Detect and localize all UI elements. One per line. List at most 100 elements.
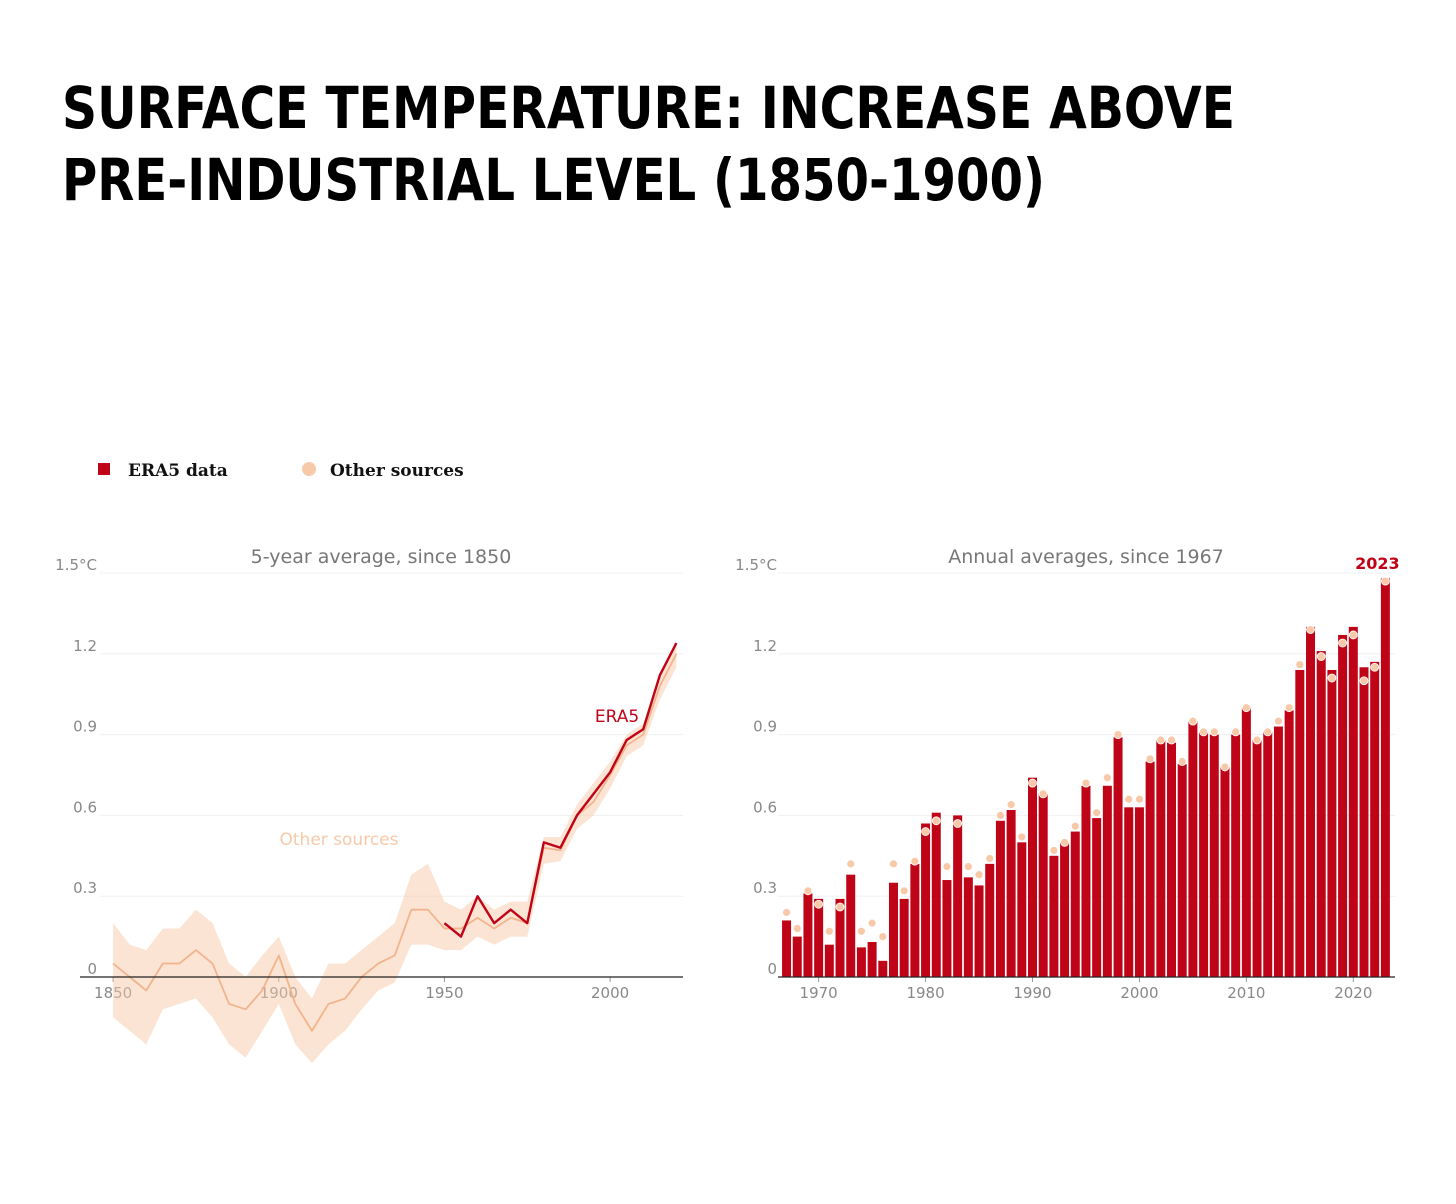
title-line: SURFACE TEMPERATURE: INCREASE ABOVE bbox=[62, 74, 1235, 142]
bar bbox=[931, 812, 941, 977]
bar bbox=[1177, 764, 1187, 977]
bar bbox=[1348, 626, 1358, 977]
bar bbox=[1167, 742, 1177, 977]
bar bbox=[1092, 818, 1102, 977]
y-tick-label: 1.5°C bbox=[735, 556, 777, 574]
range-band bbox=[113, 643, 677, 1064]
y-tick-label: 0.6 bbox=[753, 798, 777, 816]
dot bbox=[1060, 837, 1069, 847]
legend-swatch bbox=[98, 463, 110, 475]
bar bbox=[1113, 737, 1123, 977]
bar bbox=[1070, 831, 1080, 977]
dot bbox=[1102, 773, 1112, 783]
dot bbox=[1274, 716, 1283, 726]
dot bbox=[899, 886, 909, 896]
bar bbox=[963, 877, 973, 977]
dot bbox=[1038, 789, 1048, 799]
dot bbox=[1338, 638, 1348, 648]
bar bbox=[1124, 807, 1134, 977]
bar bbox=[814, 898, 824, 977]
bar bbox=[1006, 810, 1016, 977]
dot bbox=[1370, 662, 1380, 672]
dot bbox=[985, 854, 995, 863]
y-tick-label: 0.6 bbox=[73, 798, 97, 816]
bar bbox=[1060, 842, 1070, 977]
bar bbox=[1134, 807, 1144, 977]
bar bbox=[1295, 669, 1305, 977]
bar bbox=[846, 874, 856, 977]
y-tick-label: 1.2 bbox=[753, 637, 777, 655]
dot bbox=[1380, 576, 1390, 586]
bar bbox=[1306, 626, 1316, 977]
dot bbox=[1145, 754, 1155, 764]
bar bbox=[856, 947, 866, 977]
y-tick-label: 0.3 bbox=[73, 879, 97, 897]
bar bbox=[1081, 785, 1091, 977]
y-tick-label: 0 bbox=[87, 960, 97, 978]
dot bbox=[963, 862, 973, 871]
dot bbox=[953, 819, 963, 828]
y-tick-label: 0.9 bbox=[753, 718, 777, 736]
dot bbox=[1092, 808, 1102, 818]
title-line: PRE-INDUSTRIAL LEVEL (1850-1900) bbox=[62, 146, 1045, 214]
bar bbox=[953, 815, 963, 977]
bar bbox=[824, 944, 834, 977]
dot bbox=[996, 811, 1005, 820]
series-line bbox=[443, 642, 678, 938]
dot bbox=[1241, 703, 1251, 713]
bar bbox=[995, 820, 1005, 977]
dot bbox=[867, 918, 877, 928]
dot bbox=[1156, 735, 1166, 745]
bar bbox=[1273, 726, 1283, 977]
bar bbox=[942, 880, 952, 977]
dot bbox=[1167, 735, 1176, 745]
bar bbox=[899, 898, 909, 977]
bar bbox=[1263, 731, 1273, 977]
dot bbox=[942, 862, 952, 871]
dot bbox=[1177, 757, 1187, 766]
dot bbox=[782, 907, 791, 917]
series-label: ERA5 bbox=[595, 707, 639, 727]
dot bbox=[1006, 800, 1016, 810]
dot bbox=[1070, 821, 1080, 831]
dot bbox=[1359, 676, 1369, 686]
bar bbox=[1188, 721, 1198, 977]
x-tick-label: 2000 bbox=[1120, 984, 1158, 1002]
dot bbox=[1028, 778, 1037, 788]
x-tick-label: 1950 bbox=[425, 984, 463, 1002]
bar bbox=[1209, 734, 1219, 977]
dot bbox=[846, 859, 856, 869]
dot bbox=[1348, 630, 1358, 640]
dot bbox=[792, 924, 802, 933]
dot bbox=[1306, 625, 1315, 634]
series-line bbox=[112, 653, 678, 1032]
dot bbox=[1135, 794, 1144, 804]
legend-swatch bbox=[302, 462, 316, 476]
y-tick-label: 1.5°C bbox=[55, 556, 97, 574]
x-tick-label: 2010 bbox=[1227, 984, 1265, 1002]
legend-label: Other sources bbox=[330, 461, 464, 481]
y-tick-label: 1.2 bbox=[73, 637, 97, 655]
dot bbox=[1263, 727, 1273, 737]
bar bbox=[1231, 734, 1241, 977]
x-tick-label: 2020 bbox=[1334, 984, 1372, 1002]
bar bbox=[1370, 661, 1380, 977]
dot bbox=[835, 902, 845, 912]
bar bbox=[985, 863, 995, 977]
bar bbox=[1327, 669, 1337, 977]
chart-subtitle: 5-year average, since 1850 bbox=[251, 546, 512, 568]
bar bbox=[1359, 667, 1369, 977]
dot bbox=[1124, 794, 1134, 804]
bar bbox=[1338, 634, 1348, 977]
dot bbox=[878, 932, 888, 941]
bar bbox=[792, 936, 802, 977]
bar bbox=[1199, 731, 1209, 977]
dot bbox=[1081, 778, 1091, 788]
dot bbox=[1199, 727, 1208, 737]
x-tick-label: 1980 bbox=[906, 984, 944, 1002]
bar bbox=[1252, 739, 1262, 977]
dot bbox=[1017, 832, 1027, 842]
dot bbox=[1209, 727, 1219, 737]
bar bbox=[1145, 761, 1155, 977]
